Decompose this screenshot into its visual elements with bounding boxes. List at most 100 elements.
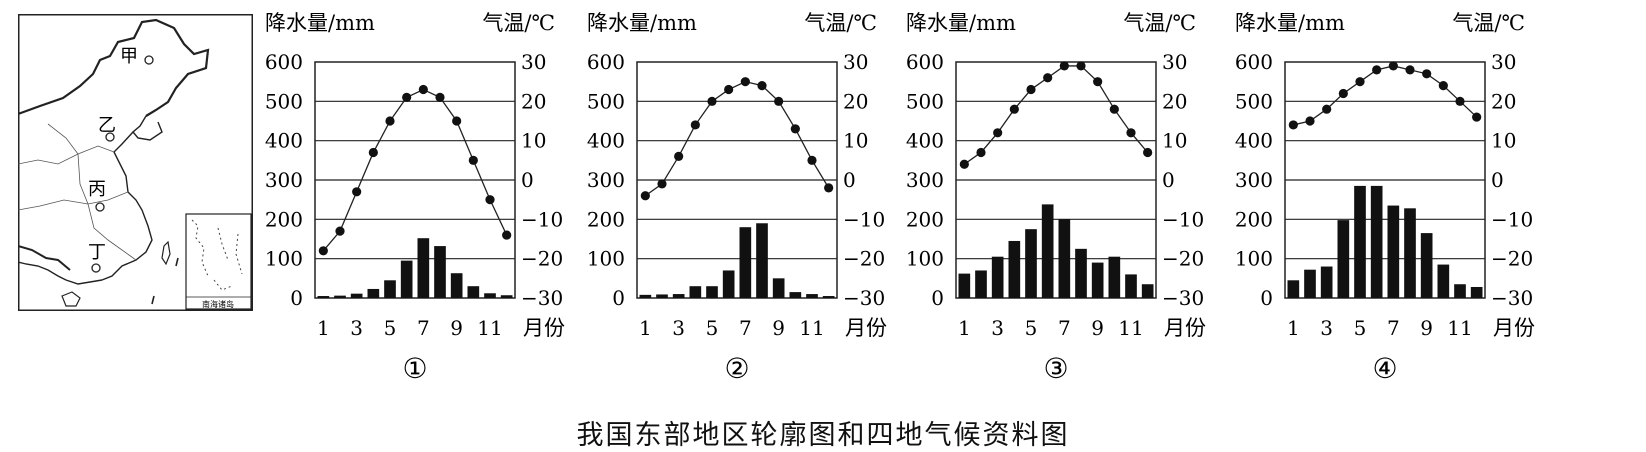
x-tick-label: 7 bbox=[739, 316, 752, 340]
climate-chart-4: 降水量/mm 气温/℃ 0 100 200 300 400 500 600 −30 −20 −10 0 1… bbox=[1235, 0, 1565, 400]
place-marker-yi bbox=[105, 132, 115, 142]
x-tick-label: 3 bbox=[1320, 316, 1333, 340]
place-marker-jia bbox=[144, 55, 154, 65]
precip-bar bbox=[806, 294, 818, 298]
y2-tick-label: 30 bbox=[1162, 50, 1187, 74]
y2-axis-title: 气温/℃ bbox=[804, 11, 877, 35]
precip-bar bbox=[706, 286, 718, 298]
precip-bar bbox=[772, 278, 785, 298]
place-label-yi: 乙 bbox=[98, 115, 116, 136]
temperature-point bbox=[1043, 73, 1053, 83]
temperature-point bbox=[757, 81, 767, 91]
y2-tick-label: −30 bbox=[1162, 286, 1204, 310]
y-tick-label: 0 bbox=[1260, 286, 1273, 310]
precip-bar bbox=[384, 280, 396, 298]
y2-tick-label: 0 bbox=[843, 168, 856, 192]
precip-bar bbox=[689, 286, 702, 298]
precip-bar bbox=[1304, 269, 1316, 298]
temperature-point bbox=[1143, 147, 1153, 158]
temperature-point bbox=[1059, 61, 1069, 71]
y-tick-label: 300 bbox=[587, 168, 625, 192]
chart-svg-3: 降水量/mm 气温/℃0100200300400500600−30−20−1001… bbox=[906, 11, 1206, 385]
y-tick-label: 0 bbox=[612, 286, 625, 310]
x-tick-label: 5 bbox=[706, 316, 719, 340]
x-tick-label: 1 bbox=[317, 316, 330, 340]
y-tick-label: 100 bbox=[587, 247, 625, 271]
precip-bar bbox=[500, 295, 513, 298]
x-tick-label: 5 bbox=[1025, 316, 1038, 340]
panel-number: ④ bbox=[1372, 352, 1397, 385]
temperature-point bbox=[352, 187, 362, 197]
y-tick-label: 400 bbox=[587, 129, 625, 153]
climate-chart-2: 降水量/mm 气温/℃ 0 100 200 300 400 500 600 −30 −20 −10 0 1… bbox=[587, 0, 917, 400]
y2-tick-label: −10 bbox=[843, 207, 885, 231]
x-tick-label: 7 bbox=[1058, 316, 1071, 340]
temperature-point bbox=[1472, 112, 1482, 122]
y2-axis-title: 气温/℃ bbox=[1123, 11, 1196, 35]
place-marker-bing bbox=[95, 202, 105, 212]
temperature-point bbox=[335, 226, 345, 236]
y2-tick-label: 0 bbox=[1162, 168, 1175, 192]
y-tick-label: 100 bbox=[1235, 247, 1273, 271]
precip-bar bbox=[975, 270, 987, 298]
precip-bar bbox=[639, 294, 652, 298]
y-tick-label: 600 bbox=[906, 50, 944, 74]
precip-bar bbox=[1337, 220, 1350, 298]
temperature-point bbox=[1405, 65, 1415, 75]
x-tick-label: 3 bbox=[672, 316, 685, 340]
temperature-point bbox=[1009, 104, 1019, 114]
x-tick-label: 1 bbox=[958, 316, 971, 340]
precip-bar bbox=[1058, 219, 1071, 298]
y2-tick-label: 20 bbox=[843, 89, 868, 113]
panel-number: ② bbox=[724, 352, 749, 385]
temperature-point bbox=[1422, 69, 1432, 79]
precip-bar bbox=[1125, 274, 1137, 298]
plot-frame bbox=[636, 61, 838, 299]
precip-bar bbox=[1420, 233, 1433, 298]
y-tick-label: 600 bbox=[265, 50, 303, 74]
coastline-south bbox=[17, 261, 103, 285]
y-tick-label: 0 bbox=[931, 286, 944, 310]
precip-bar bbox=[1008, 240, 1021, 298]
x-tick-label: 1 bbox=[639, 316, 652, 340]
x-axis-title: 月份 bbox=[1164, 316, 1206, 340]
y2-tick-label: −30 bbox=[521, 286, 563, 310]
x-tick-label: 9 bbox=[1091, 316, 1104, 340]
chart-svg-1: 降水量/mm 气温/℃0100200300400500600−30−20−1001… bbox=[265, 11, 565, 385]
y-axis-title: 降水量/mm bbox=[265, 11, 375, 35]
precip-bar bbox=[722, 270, 735, 298]
precip-bar bbox=[1437, 264, 1450, 298]
precip-bar bbox=[1108, 256, 1121, 298]
y2-tick-label: 30 bbox=[843, 50, 868, 74]
precip-bar bbox=[434, 246, 446, 298]
y-tick-label: 200 bbox=[265, 207, 303, 231]
y2-tick-label: 20 bbox=[1491, 89, 1516, 113]
y-tick-label: 400 bbox=[906, 129, 944, 153]
temperature-point bbox=[640, 191, 650, 201]
precip-bar bbox=[1025, 229, 1037, 298]
precip-bar bbox=[789, 292, 802, 298]
y2-tick-label: 10 bbox=[843, 129, 868, 153]
place-label-jia: 甲 bbox=[120, 46, 138, 67]
y-axis-title: 降水量/mm bbox=[906, 11, 1016, 35]
temperature-point bbox=[1322, 104, 1332, 114]
temperature-point bbox=[1305, 116, 1315, 126]
y-tick-label: 200 bbox=[587, 207, 625, 231]
internal-boundary bbox=[17, 145, 115, 165]
temperature-point bbox=[657, 179, 667, 189]
taiwan-island bbox=[161, 240, 171, 266]
temperature-point bbox=[959, 159, 969, 169]
precip-bar bbox=[1470, 286, 1483, 298]
temperature-point bbox=[1126, 128, 1136, 138]
plot-frame bbox=[314, 61, 516, 299]
panel-number: ③ bbox=[1043, 352, 1068, 385]
temperature-point bbox=[368, 147, 378, 158]
precip-bar bbox=[991, 256, 1004, 298]
precip-bar bbox=[1041, 204, 1054, 298]
y-tick-label: 500 bbox=[1235, 89, 1273, 113]
temperature-line bbox=[1293, 65, 1478, 126]
precip-bar bbox=[1091, 262, 1104, 298]
island-mark bbox=[175, 257, 179, 267]
precip-bar bbox=[317, 296, 330, 298]
precip-bar bbox=[958, 273, 971, 298]
